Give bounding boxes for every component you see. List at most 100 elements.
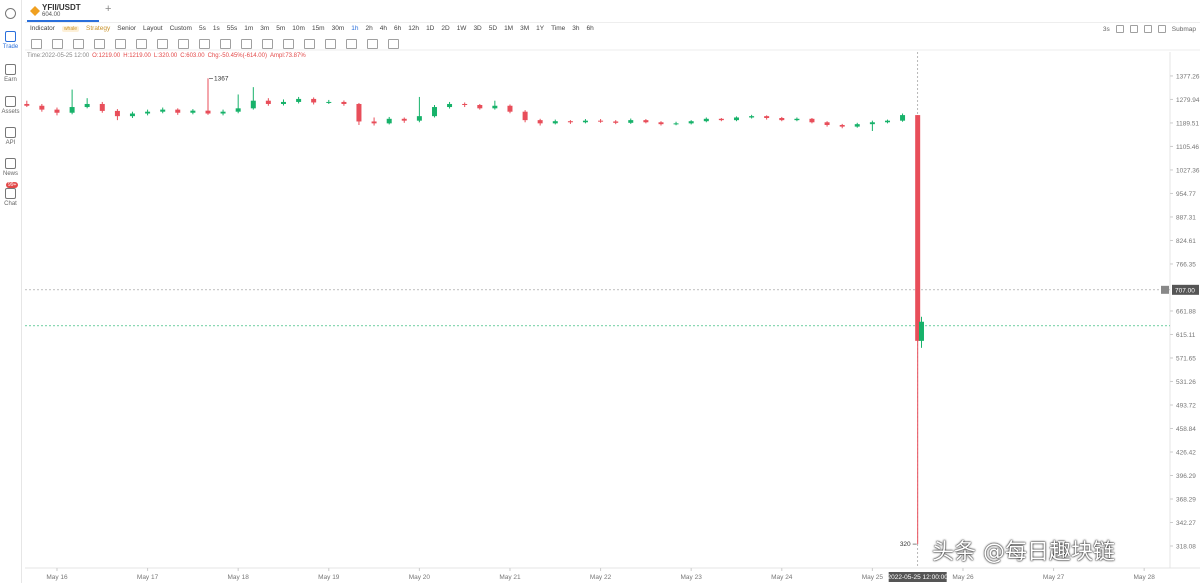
nav-item[interactable]: Earn [0, 64, 21, 83]
interval[interactable]: 1h [351, 25, 359, 32]
interval[interactable]: 2h [365, 25, 373, 32]
tool[interactable] [304, 39, 315, 49]
tool[interactable] [115, 39, 126, 49]
candle-body [114, 110, 120, 117]
y-tick-label: 1105.46 [1176, 144, 1199, 151]
candle-body [462, 103, 468, 105]
nav-item[interactable]: API [0, 127, 21, 146]
interval[interactable]: 3h [572, 25, 580, 32]
tool[interactable] [325, 39, 336, 49]
interval[interactable]: 30m [331, 25, 345, 32]
y-tick-label: 824.61 [1176, 238, 1196, 245]
toolbar-button[interactable]: Strategy [86, 25, 111, 32]
annotation: 320 [900, 541, 911, 548]
icon-button[interactable] [1157, 25, 1166, 33]
candle-body [220, 111, 226, 114]
nav-item[interactable]: Assets [0, 96, 21, 115]
interval[interactable]: 55s [226, 25, 238, 32]
interval[interactable]: 3D [473, 25, 482, 32]
y-tick-label: 368.29 [1176, 496, 1196, 503]
header: YFII/USDT 604.00 + [25, 0, 1200, 23]
candle-body [703, 118, 709, 122]
tool[interactable] [241, 39, 252, 49]
tool[interactable] [388, 39, 399, 49]
add-tab[interactable]: + [105, 3, 112, 15]
icon-button[interactable] [1129, 25, 1138, 33]
sidebar: Trade Earn Assets API News Chat 99+ [0, 0, 22, 583]
interval[interactable]: 5D [488, 25, 498, 32]
nav-icon [5, 64, 16, 75]
interval[interactable]: 6h [393, 25, 402, 32]
crosshair-x-box [888, 572, 947, 582]
coin-icon [30, 6, 40, 16]
candle-body [416, 116, 422, 121]
interval[interactable]: 1W [456, 25, 467, 32]
interval[interactable]: 5s [198, 25, 206, 32]
candle-body [311, 98, 317, 103]
tool[interactable] [178, 39, 189, 49]
tool[interactable] [220, 39, 231, 49]
tool[interactable] [346, 39, 357, 49]
tool[interactable] [31, 39, 42, 49]
icon-button[interactable] [1115, 25, 1124, 33]
tool[interactable] [262, 39, 273, 49]
interval[interactable]: 10m [292, 25, 305, 32]
interval[interactable]: 15m [311, 25, 325, 32]
interval[interactable]: 3m [260, 25, 270, 32]
interval[interactable]: 1D [426, 25, 435, 32]
interval[interactable]: 1Y [536, 25, 545, 32]
badge: whale [61, 25, 80, 32]
interval[interactable]: 1m [244, 25, 254, 32]
ohlc-info: Time:2022-05-25 12:00 O:1219.00 H:1219.00 L… [27, 53, 306, 59]
icon-button[interactable] [1143, 25, 1152, 33]
nav-item[interactable]: News [0, 158, 21, 177]
candle-body [885, 120, 891, 123]
interval[interactable]: 1s [212, 25, 220, 32]
tool[interactable] [199, 39, 210, 49]
candle-body [69, 107, 75, 113]
candle-body [129, 113, 135, 117]
interval[interactable]: 2D [441, 25, 450, 32]
toolbar-button[interactable]: Indicator [30, 25, 55, 32]
logo[interactable] [0, 8, 21, 21]
toolbar-right-item[interactable]: 3s [1102, 25, 1110, 33]
x-tick-label: May 21 [499, 574, 521, 581]
nav-item[interactable]: Chat 99+ [0, 182, 21, 207]
tool[interactable] [73, 39, 84, 49]
candle-body [628, 120, 634, 123]
interval[interactable]: 1M [504, 25, 514, 32]
info-field: Chg:-50.45%(-614.00) [207, 53, 267, 59]
x-tick-label: May 19 [318, 574, 340, 581]
nav-item[interactable]: Trade [0, 31, 21, 50]
candle-body [371, 121, 377, 124]
tool[interactable] [52, 39, 63, 49]
interval[interactable]: 3M [520, 25, 530, 32]
candle-body [764, 116, 770, 119]
interval[interactable]: 12h [408, 25, 420, 32]
toolbar-button[interactable]: Custom [169, 25, 192, 32]
watermark: 头条 @每日趣块链 [932, 540, 1115, 565]
tool[interactable] [136, 39, 147, 49]
tool[interactable] [157, 39, 168, 49]
interval[interactable]: 6h [586, 25, 594, 32]
toolbar-button[interactable]: Senior [117, 25, 137, 32]
candle-body [235, 108, 241, 112]
tool[interactable] [94, 39, 105, 49]
candle-body [507, 105, 513, 112]
candle-body [190, 110, 196, 113]
toolbar-right: 3s Submap [1103, 25, 1196, 33]
nav-icon [5, 96, 16, 107]
y-tick-label: 531.26 [1176, 379, 1196, 386]
toolbar-right-item[interactable]: Submap [1171, 25, 1196, 33]
interval[interactable]: 4h [379, 25, 387, 32]
y-tick-label: 661.88 [1176, 308, 1196, 315]
interval[interactable]: 5m [276, 25, 286, 32]
toolbar-button[interactable]: Layout [143, 25, 163, 32]
y-tick-label: 1189.51 [1176, 120, 1199, 127]
tool[interactable] [283, 39, 294, 49]
tool[interactable] [367, 39, 378, 49]
interval[interactable]: Time [551, 25, 566, 32]
pair[interactable]: YFII/USDT [42, 3, 81, 12]
nav-label: News [2, 171, 18, 177]
x-tick-label: May 18 [228, 574, 250, 581]
